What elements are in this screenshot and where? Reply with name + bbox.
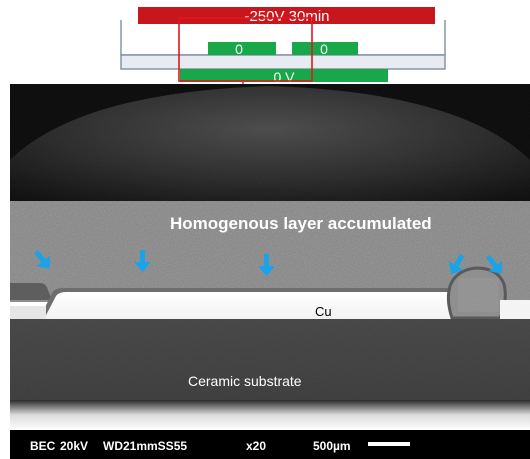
sem-scale-label: 500µm (313, 439, 351, 453)
copper-trace (44, 292, 460, 319)
schematic-diagram: -250V 30min 0 0 0 V (120, 7, 446, 166)
schematic-bottom-electrode-label: 0 V (273, 69, 295, 85)
schematic-right-pad-label: 0 (320, 41, 328, 57)
blue-arrow-5 (486, 254, 503, 274)
schematic-left-pad-label: 0 (235, 41, 243, 57)
sem-magnification: x20 (246, 439, 266, 453)
schematic-substrate-base (120, 54, 446, 70)
substrate-bottom-edge (10, 400, 530, 430)
schematic-bottom-electrode (180, 69, 388, 82)
schematic-right-pad (292, 42, 358, 55)
sem-voltage: 20kV (60, 439, 88, 453)
scale-bar (368, 442, 410, 446)
blue-arrows (34, 249, 503, 276)
copper-label: Cu (315, 304, 332, 319)
schematic-top-electrode-label: -250V 30min (244, 8, 329, 25)
blue-arrow-4 (448, 254, 465, 275)
sem-mode: BEC (30, 439, 56, 453)
blue-arrow-3 (258, 254, 275, 276)
sem-info-bar: BEC 20kV WD21mmSS55 x20 500µm (10, 430, 530, 459)
schematic-left-pad (208, 42, 276, 55)
schematic-highlight-box (178, 17, 313, 82)
sem-working-distance: WD21mmSS55 (103, 439, 187, 453)
schematic-top-electrode (138, 7, 435, 24)
substrate-label: Ceramic substrate (188, 373, 302, 389)
blue-arrow-2 (134, 250, 151, 272)
layer-annotation: Homogenous layer accumulated (170, 214, 432, 233)
sem-micrograph: Homogenous layer accumulated Cu Ceramic … (10, 84, 530, 430)
blue-arrow-1 (34, 249, 51, 269)
schematic-substrate-outline (120, 20, 446, 56)
